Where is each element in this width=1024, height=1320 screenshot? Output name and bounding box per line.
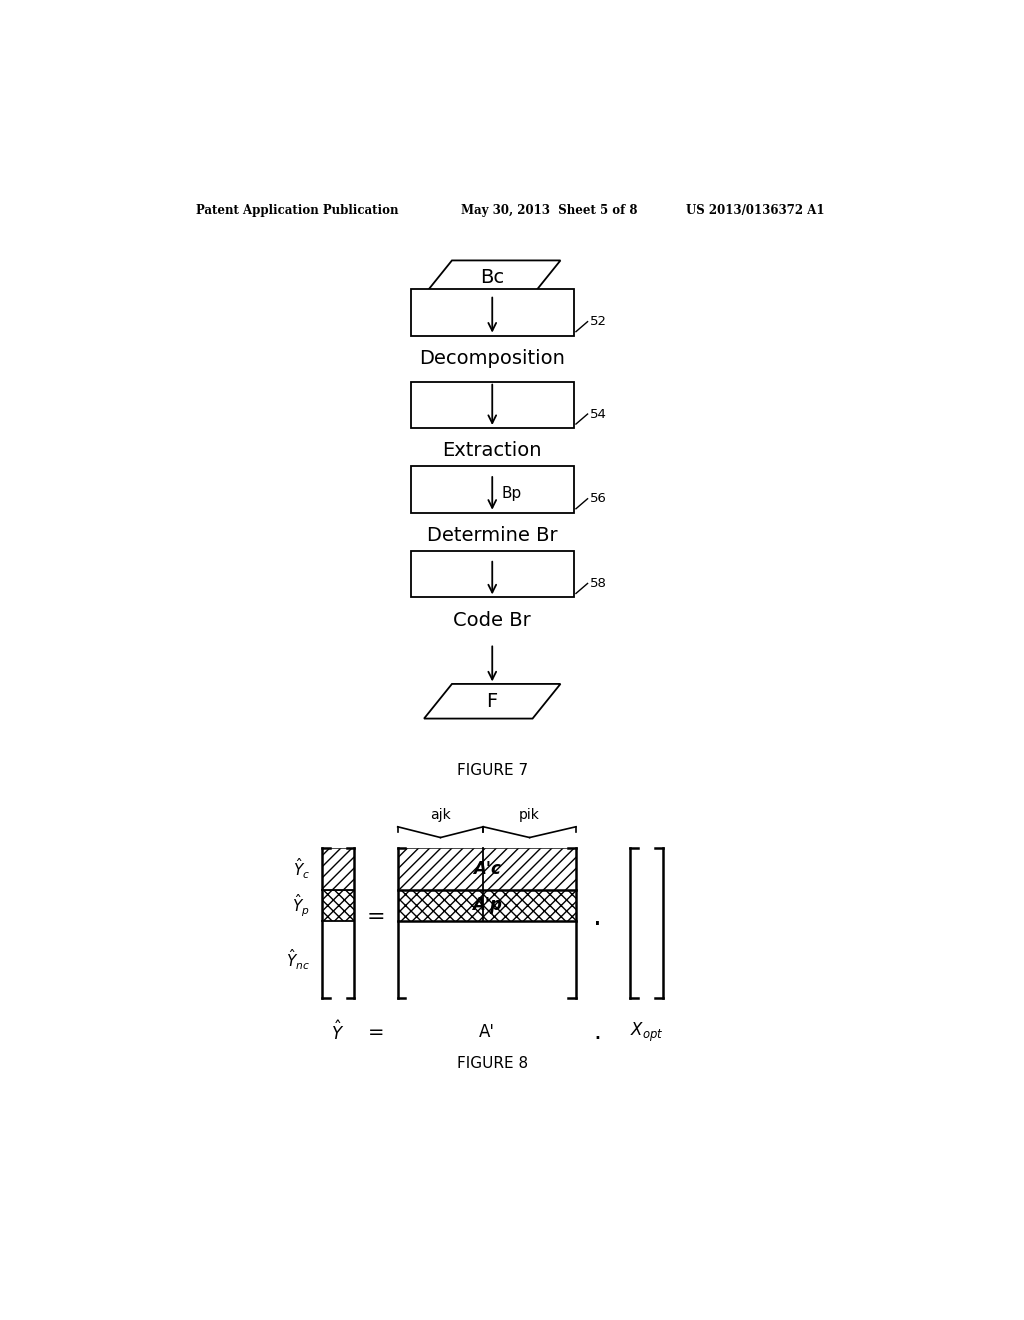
Text: Code Br: Code Br <box>454 611 531 630</box>
Text: Bc: Bc <box>480 268 504 288</box>
Bar <box>322 890 354 921</box>
Text: .: . <box>594 1020 602 1044</box>
Text: Decomposition: Decomposition <box>419 348 565 368</box>
Bar <box>397 921 575 998</box>
Text: =: = <box>367 907 385 927</box>
Text: .: . <box>593 903 602 931</box>
Text: 52: 52 <box>590 315 607 329</box>
Text: FIGURE 7: FIGURE 7 <box>457 763 527 777</box>
Text: $\hat{Y}_p$: $\hat{Y}_p$ <box>293 892 310 919</box>
Polygon shape <box>424 684 560 718</box>
Text: $\hat{Y}$: $\hat{Y}$ <box>332 1020 345 1044</box>
Text: ajk: ajk <box>430 808 451 822</box>
Bar <box>411 552 573 598</box>
Text: $\hat{Y}_c$: $\hat{Y}_c$ <box>293 857 310 880</box>
Bar <box>411 466 573 512</box>
Text: Patent Application Publication: Patent Application Publication <box>197 205 398 218</box>
Text: A'c: A'c <box>473 859 501 878</box>
Bar <box>397 847 575 890</box>
Text: Determine Br: Determine Br <box>427 527 557 545</box>
Bar <box>322 921 354 998</box>
Polygon shape <box>424 260 560 296</box>
Text: Bp: Bp <box>502 486 522 500</box>
Text: FIGURE 8: FIGURE 8 <box>457 1056 527 1071</box>
Bar <box>411 289 573 335</box>
Bar <box>397 890 575 921</box>
Text: Extraction: Extraction <box>442 441 542 461</box>
Text: $\hat{Y}_{nc}$: $\hat{Y}_{nc}$ <box>286 946 310 972</box>
Text: F: F <box>486 692 498 710</box>
Bar <box>411 381 573 428</box>
Text: $X_{opt}$: $X_{opt}$ <box>630 1020 664 1044</box>
Text: A'p: A'p <box>472 896 502 915</box>
Text: 54: 54 <box>590 408 607 421</box>
Text: US 2013/0136372 A1: US 2013/0136372 A1 <box>686 205 824 218</box>
Bar <box>322 847 354 890</box>
Text: 56: 56 <box>590 492 607 506</box>
Text: A': A' <box>479 1023 495 1041</box>
Text: May 30, 2013  Sheet 5 of 8: May 30, 2013 Sheet 5 of 8 <box>461 205 638 218</box>
Text: pik: pik <box>519 808 540 822</box>
Text: =: = <box>368 1023 384 1041</box>
Text: 58: 58 <box>590 577 607 590</box>
